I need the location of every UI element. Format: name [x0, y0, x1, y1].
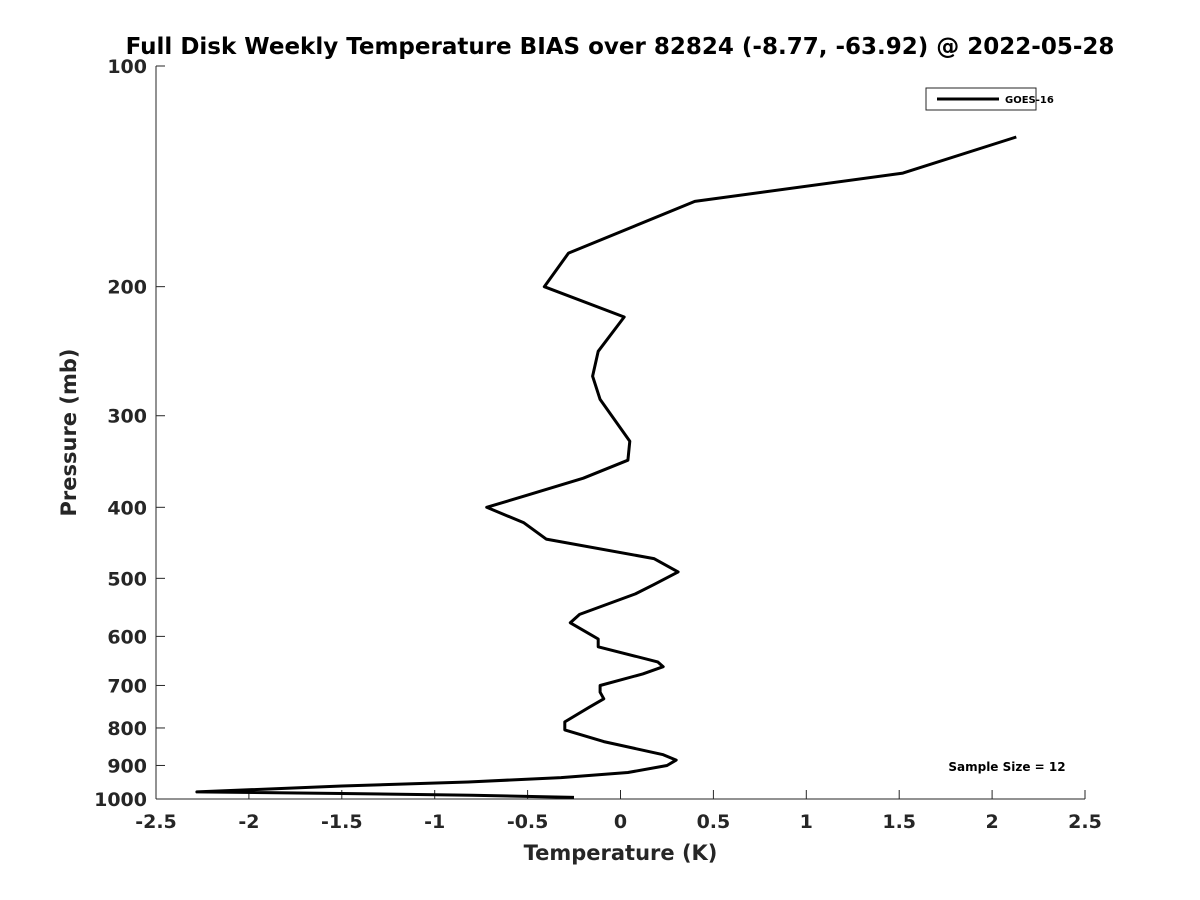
y-tick-label: 500: [107, 568, 147, 590]
x-tick-label: 2: [985, 811, 998, 833]
y-tick-label: 800: [107, 718, 147, 740]
x-tick-label: 1.5: [882, 811, 916, 833]
x-tick-label: -1.5: [321, 811, 363, 833]
legend: GOES-16: [925, 87, 1054, 111]
x-axis-label: Temperature (K): [524, 841, 718, 865]
series-layer: [195, 135, 1017, 799]
x-tick-label: -0.5: [507, 811, 549, 833]
y-tick-label: 900: [107, 755, 147, 777]
x-tick-label: -2.5: [135, 811, 177, 833]
y-tick-label: 200: [107, 277, 147, 299]
x-tick-label: -1: [424, 811, 445, 833]
chart-title: Full Disk Weekly Temperature BIAS over 8…: [126, 34, 1115, 60]
legend-label-goes-16: GOES-16: [1005, 95, 1054, 106]
y-tick-label: 300: [107, 406, 147, 428]
y-tick-label: 600: [107, 626, 147, 648]
y-tick-label: 100: [107, 56, 147, 78]
x-tick-label: -2: [238, 811, 259, 833]
sample-size-annotation: Sample Size = 12: [948, 760, 1065, 774]
x-tick-label: 2.5: [1068, 811, 1102, 833]
x-tick-label: 0: [614, 811, 627, 833]
x-tick-label: 0.5: [697, 811, 731, 833]
y-axis-label: Pressure (mb): [57, 349, 81, 517]
y-tick-label: 700: [107, 675, 147, 697]
x-tick-label: 1: [800, 811, 813, 833]
x-axis: -2.5 -2 -1.5 -1 -0.5 0 0.5 1 1.5 2 2.5: [135, 790, 1102, 833]
y-axis: 100 200 300 400 500 600 700 800 900 1000: [94, 56, 165, 811]
plot-area: [156, 66, 1085, 799]
series-line-goes-16: [195, 135, 1017, 799]
y-tick-label: 400: [107, 497, 147, 519]
y-tick-label: 1000: [94, 789, 147, 811]
